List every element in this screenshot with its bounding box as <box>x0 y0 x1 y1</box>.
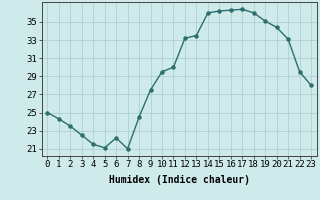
X-axis label: Humidex (Indice chaleur): Humidex (Indice chaleur) <box>109 175 250 185</box>
